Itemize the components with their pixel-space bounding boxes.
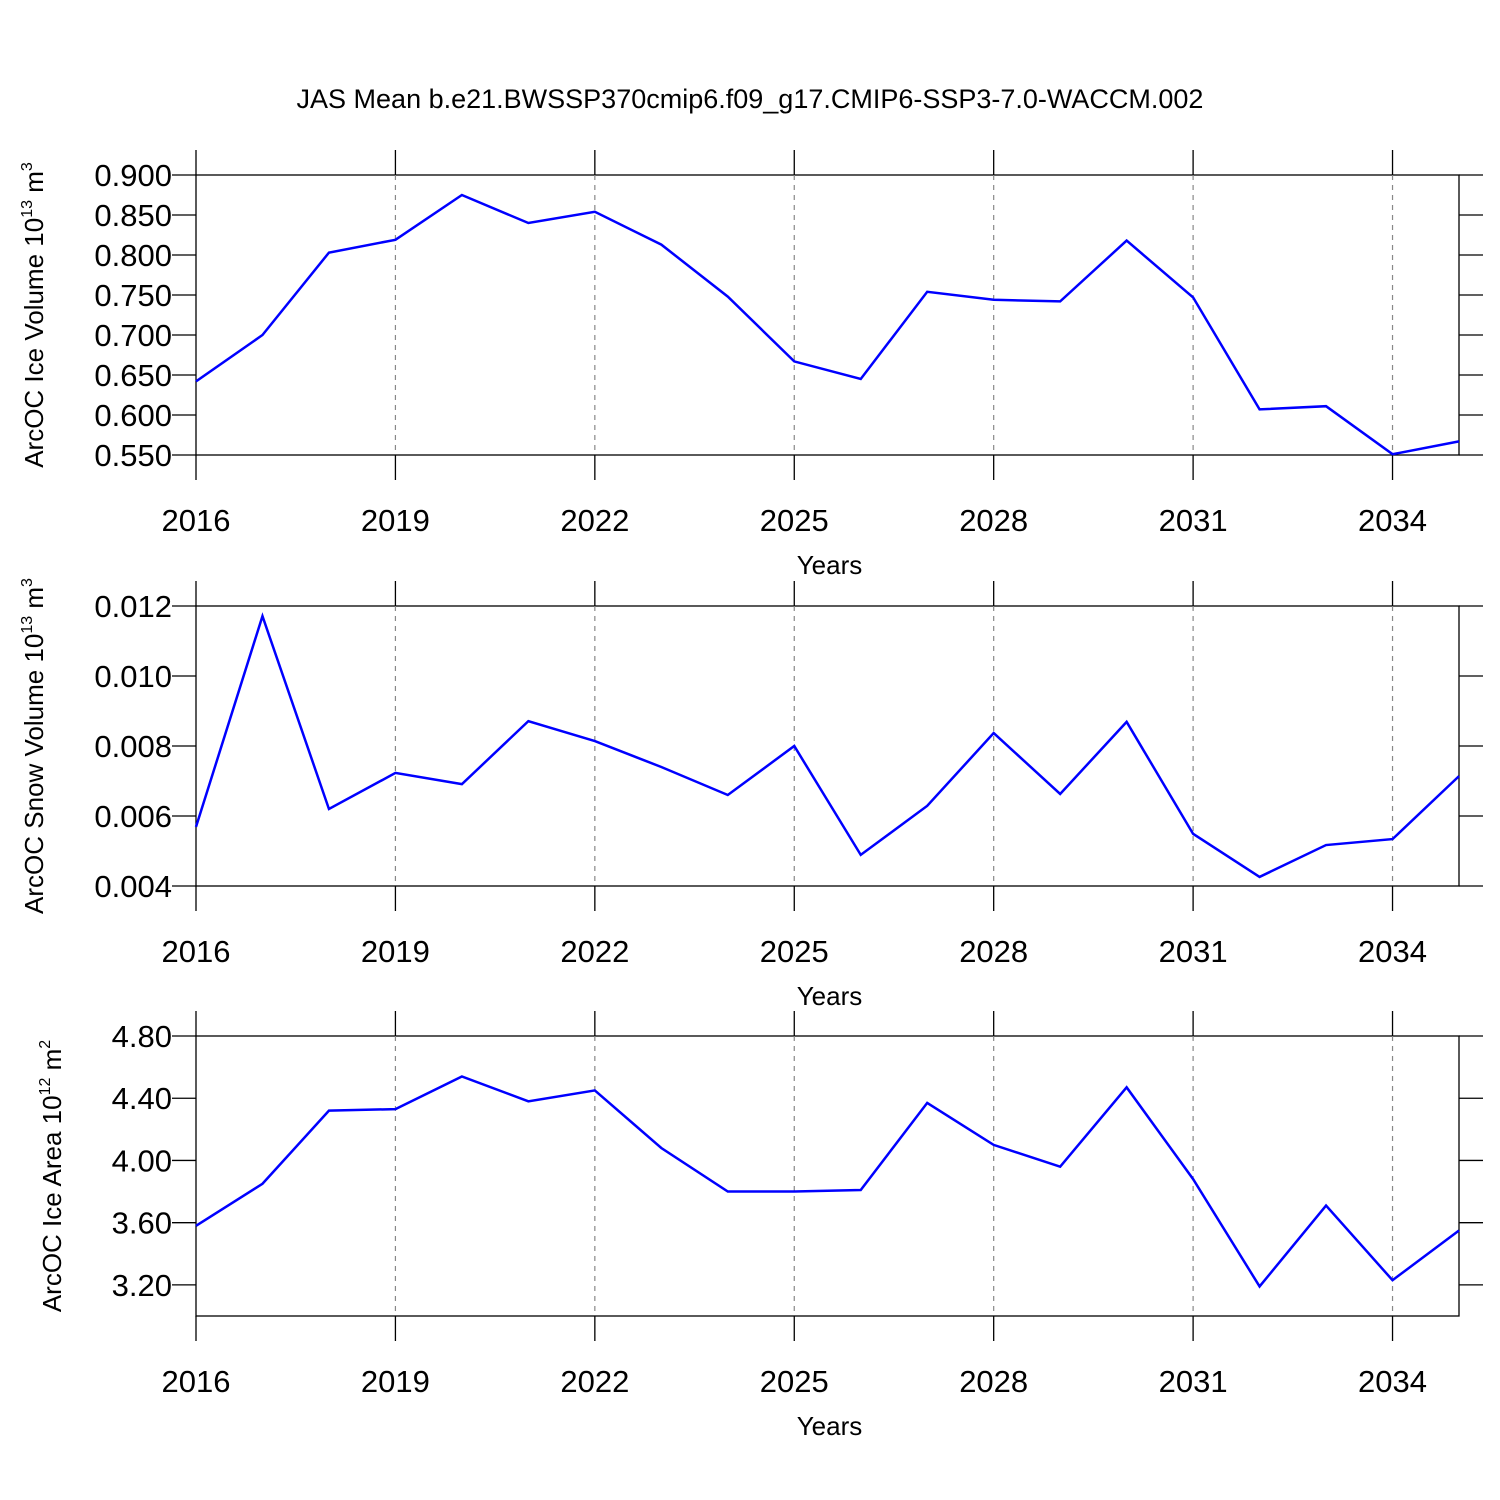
y-axis-label: ArcOC Ice Area 1012 m2: [37, 1040, 67, 1312]
y-label-text: ArcOC Ice Volume 10: [19, 218, 49, 468]
y-tick-label: 4.00: [112, 1143, 172, 1178]
x-tick-label: 2025: [760, 503, 829, 538]
y-label-unit-exponent: 2: [37, 1040, 54, 1049]
x-tick-label: 2031: [1159, 1364, 1228, 1399]
y-tick-label: 0.750: [94, 278, 172, 313]
x-tick-label: 2028: [959, 503, 1028, 538]
y-tick-label: 4.40: [112, 1081, 172, 1116]
y-tick-label: 0.010: [94, 659, 172, 694]
x-tick-label: 2022: [560, 934, 629, 969]
y-label-exponent: 13: [19, 616, 36, 634]
y-label-unit: m: [19, 587, 49, 616]
x-tick-label: 2016: [162, 1364, 231, 1399]
y-tick-label: 4.80: [112, 1019, 172, 1054]
plot-frame: [195, 605, 1460, 887]
y-axis-label: ArcOC Snow Volume 1013 m3: [19, 578, 49, 914]
x-tick-label: 2019: [361, 1364, 430, 1399]
y-tick-label: 3.60: [112, 1206, 172, 1241]
y-label-unit-exponent: 3: [19, 578, 36, 587]
data-line: [194, 612, 1460, 879]
x-tick-label: 2025: [760, 1364, 829, 1399]
x-tick-label: 2031: [1159, 934, 1228, 969]
x-axis-label: Years: [797, 550, 863, 580]
y-label-exponent: 12: [37, 1078, 54, 1096]
x-tick-label: 2034: [1358, 503, 1427, 538]
y-tick-label: 0.900: [94, 158, 172, 193]
x-tick-label: 2019: [361, 934, 430, 969]
x-tick-label: 2025: [760, 934, 829, 969]
y-label-unit: m: [19, 171, 49, 200]
y-tick-label: 0.004: [94, 869, 172, 904]
data-line: [195, 1075, 1460, 1289]
y-tick-label: 0.012: [94, 589, 172, 624]
y-tick-label: 0.006: [94, 799, 172, 834]
x-tick-label: 2028: [959, 1364, 1028, 1399]
x-tick-label: 2031: [1159, 503, 1228, 538]
x-axis-label: Years: [797, 981, 863, 1011]
data-line: [195, 193, 1460, 456]
y-tick-label: 0.700: [94, 318, 172, 353]
chart-title: JAS Mean b.e21.BWSSP370cmip6.f09_g17.CMI…: [297, 84, 1204, 114]
y-label-unit: m: [37, 1049, 67, 1078]
x-tick-label: 2019: [361, 503, 430, 538]
y-tick-label: 0.650: [94, 358, 172, 393]
y-axis-label: ArcOC Ice Volume 1013 m3: [19, 162, 49, 468]
x-tick-label: 2016: [162, 934, 231, 969]
x-tick-label: 2016: [162, 503, 231, 538]
y-label-unit-exponent: 3: [19, 162, 36, 171]
y-tick-label: 0.008: [94, 729, 172, 764]
y-label-text: ArcOC Snow Volume 10: [19, 634, 49, 914]
x-tick-label: 2022: [560, 503, 629, 538]
x-tick-label: 2022: [560, 1364, 629, 1399]
plot-frame: [195, 174, 1460, 456]
plot-frame: [195, 1035, 1460, 1317]
x-tick-label: 2028: [959, 934, 1028, 969]
x-tick-label: 2034: [1358, 934, 1427, 969]
y-label-exponent: 13: [19, 200, 36, 218]
y-label-text: ArcOC Ice Area 10: [37, 1095, 67, 1312]
y-tick-label: 0.850: [94, 198, 172, 233]
x-tick-label: 2034: [1358, 1364, 1427, 1399]
y-tick-label: 0.600: [94, 398, 172, 433]
y-tick-label: 0.550: [94, 438, 172, 473]
y-tick-label: 3.20: [112, 1268, 172, 1303]
y-tick-label: 0.800: [94, 238, 172, 273]
x-axis-label: Years: [797, 1411, 863, 1441]
